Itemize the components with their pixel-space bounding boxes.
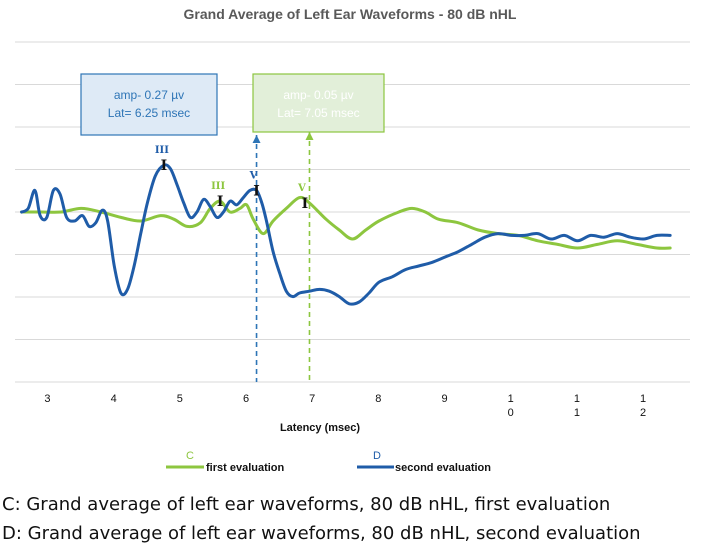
arrow-head	[252, 135, 261, 143]
peak-marker: I	[302, 196, 309, 212]
annotation-text: amp- 0.05 µv	[283, 88, 353, 102]
waveform-chart: Grand Average of Left Ear Waveforms - 80…	[15, 6, 690, 474]
x-tick-label: 6	[243, 393, 249, 405]
x-tick-label: 4	[111, 393, 117, 405]
legend-letter: D	[373, 450, 381, 462]
series-line-first-evaluation	[20, 195, 672, 250]
peak-label: V	[297, 183, 306, 194]
x-tick-label: 3	[44, 393, 50, 405]
series-line-second-evaluation	[20, 163, 672, 306]
peak-marker: I	[161, 158, 168, 174]
x-tick-label: 0	[508, 407, 514, 419]
annotation-text: Lat= 7.05 msec	[277, 106, 359, 120]
chart-title: Grand Average of Left Ear Waveforms - 80…	[184, 6, 517, 22]
annotation-text: Lat= 6.25 msec	[108, 106, 190, 120]
x-tick-label: 2	[640, 407, 646, 419]
x-tick-label: 1	[574, 393, 580, 405]
latency-marker-lines	[252, 132, 314, 382]
x-tick-label: 8	[375, 393, 381, 405]
caption-second: D: Grand average of left ear waveforms, …	[2, 523, 641, 544]
annotation-box	[252, 73, 385, 133]
peak-marker: I	[217, 194, 224, 210]
x-axis-label: Latency (msec)	[280, 422, 360, 434]
caption-first: C: Grand average of left ear waveforms, …	[2, 494, 611, 515]
annotation-boxes: amp- 0.27 µv Lat= 6.25 msec amp- 0.05 µv La…	[80, 73, 385, 136]
x-tick-label: 1	[508, 393, 514, 405]
peak-label: III	[155, 145, 169, 156]
peak-label: V	[249, 170, 258, 181]
x-tick-label: 1	[574, 407, 580, 419]
annotation-text: amp- 0.27 µv	[114, 88, 184, 102]
legend-letter: C	[186, 450, 194, 462]
legend-label: first evaluation	[206, 462, 285, 474]
peak-marker: I	[253, 183, 260, 199]
x-tick-label: 9	[441, 393, 447, 405]
series-lines	[20, 163, 672, 306]
x-tick-label: 1	[640, 393, 646, 405]
annotation-box	[80, 73, 218, 136]
x-tick-label: 7	[309, 393, 315, 405]
arrow-head	[305, 132, 314, 140]
peak-label: III	[211, 181, 225, 192]
legend-label: second evaluation	[395, 462, 491, 474]
x-tick-label: 5	[177, 393, 183, 405]
